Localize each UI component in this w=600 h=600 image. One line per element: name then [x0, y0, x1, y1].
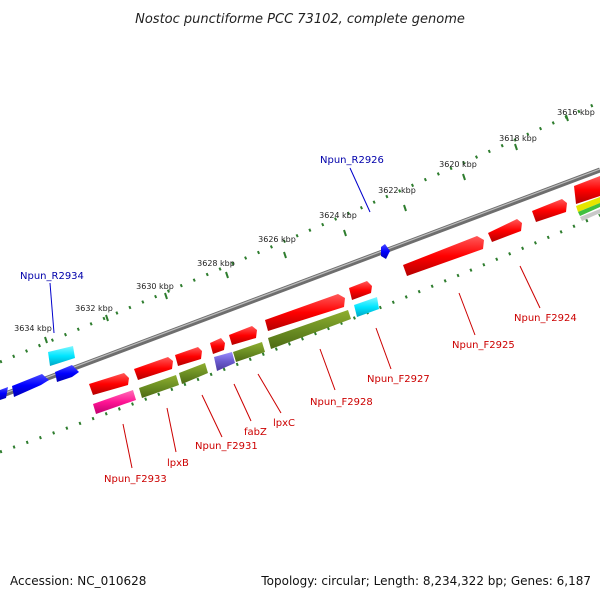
tick-labels: 3616 kbp 3618 kbp 3620 kbp 3622 kbp 3624… — [14, 108, 595, 333]
genome-backbone-highlight — [0, 168, 600, 396]
gene-arrow — [403, 236, 484, 276]
reverse-strand-genes — [0, 244, 390, 400]
gene-arrow — [179, 363, 208, 384]
tick-label: 3624 kbp — [319, 211, 357, 220]
gene-arrow — [89, 373, 129, 395]
gene-arrow — [532, 199, 567, 222]
outer-tick-ring — [0, 100, 600, 364]
gene-label[interactable]: Npun_R2934 — [20, 271, 84, 282]
gene-label[interactable]: fabZ — [244, 427, 267, 438]
gene-arrow — [48, 346, 75, 366]
tick-label: 3628 kbp — [197, 259, 235, 268]
gene-arrow — [229, 326, 257, 345]
gene-arrow — [0, 387, 8, 400]
gene-label[interactable]: Npun_F2924 — [514, 313, 577, 324]
gene-arrow — [55, 365, 79, 382]
leader-lines — [49, 167, 541, 469]
gene-arrow — [354, 297, 379, 317]
gene-arrow — [580, 209, 600, 221]
forward-strand-genes — [89, 176, 600, 414]
accession-text: Accession: NC_010628 — [10, 574, 147, 588]
tick-label: 3626 kbp — [258, 235, 296, 244]
gene-arrow — [214, 352, 235, 371]
gene-label[interactable]: Npun_F2928 — [310, 397, 373, 408]
gene-label[interactable]: Npun_F2931 — [195, 441, 258, 452]
tick-label: 3622 kbp — [378, 186, 416, 195]
gene-arrow — [576, 197, 600, 212]
gene-arrow — [488, 219, 522, 242]
gene-label[interactable]: lpxB — [167, 458, 189, 469]
tick-label: 3616 kbp — [557, 108, 595, 117]
gene-label[interactable]: Npun_F2933 — [104, 474, 167, 485]
gene-arrow — [574, 176, 600, 204]
topology-text: Topology: circular; Length: 8,234,322 bp… — [261, 574, 591, 588]
gene-arrow — [134, 357, 173, 380]
gene-arrow — [268, 310, 351, 349]
gene-arrow — [12, 374, 49, 397]
gene-labels: Npun_R2926 Npun_R2934 Npun_F2924 Npun_F2… — [20, 155, 577, 485]
gene-arrow — [578, 203, 600, 216]
gene-arrow — [265, 294, 345, 331]
tick-label: 3630 kbp — [136, 282, 174, 291]
gene-arrow — [210, 338, 225, 354]
gene-label[interactable]: Npun_R2926 — [320, 155, 384, 166]
gene-label[interactable]: Npun_F2927 — [367, 374, 430, 385]
gene-arrow — [349, 281, 372, 300]
gene-label[interactable]: lpxC — [273, 418, 295, 429]
gene-label[interactable]: Npun_F2925 — [452, 340, 515, 351]
tick-label: 3632 kbp — [75, 304, 113, 313]
tick-label: 3634 kbp — [14, 324, 52, 333]
gene-arrow — [233, 342, 265, 362]
tick-label: 3618 kbp — [499, 134, 537, 143]
gene-arrow — [93, 390, 136, 414]
gene-arrow — [175, 347, 202, 366]
gene-arrow — [381, 244, 390, 259]
major-ticks — [44, 114, 569, 344]
map-title: Nostoc punctiforme PCC 73102, complete g… — [135, 12, 465, 27]
gene-arrow — [139, 375, 179, 398]
genome-backbone — [0, 167, 600, 399]
tick-label: 3620 kbp — [439, 160, 477, 169]
